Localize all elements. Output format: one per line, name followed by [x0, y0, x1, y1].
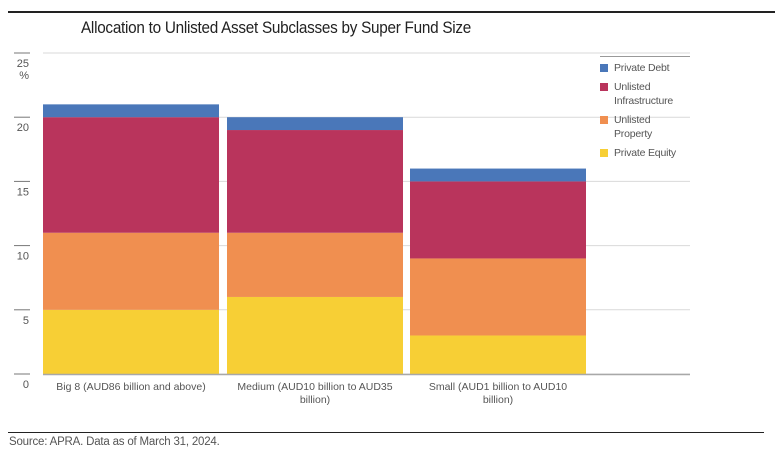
- legend-item-private-equity: Private Equity: [600, 146, 690, 160]
- y-axis-unit: %: [19, 70, 29, 82]
- chart-title: Allocation to Unlisted Asset Subclasses …: [81, 18, 472, 37]
- top-rule: [8, 11, 775, 13]
- legend-swatch: [600, 64, 608, 72]
- y-tick-label: 0: [23, 379, 29, 391]
- bar-segment: [43, 309, 219, 374]
- legend-swatch: [600, 149, 608, 157]
- bar-segment: [43, 104, 219, 118]
- bar-segment: [227, 130, 403, 233]
- y-tick-label: 10: [17, 251, 29, 263]
- bar-segment: [43, 232, 219, 310]
- x-tick-label: Small (AUD1 billion to AUD10: [429, 381, 567, 393]
- legend-swatch: [600, 83, 608, 91]
- bar-segment: [227, 117, 403, 131]
- y-tick-label: 15: [17, 186, 29, 198]
- source-note: Source: APRA. Data as of March 31, 2024.: [9, 436, 220, 448]
- legend-label: Private Debt: [614, 62, 670, 74]
- bar-segment: [227, 296, 403, 374]
- bar-segment: [410, 168, 586, 182]
- legend-label: Private Equity: [614, 147, 676, 159]
- legend-item-unlisted-infrastructure: Unlisted Infrastructure: [600, 80, 690, 108]
- y-tick-label: 20: [17, 122, 29, 134]
- x-tick-label: Medium (AUD10 billion to AUD35: [237, 381, 392, 393]
- legend-label: Unlisted Property: [614, 114, 653, 140]
- legend-item-private-debt: Private Debt: [600, 61, 690, 75]
- source-rule: [8, 432, 764, 433]
- bar-segment: [227, 232, 403, 297]
- x-tick-label: billion): [300, 394, 330, 406]
- legend-item-unlisted-property: Unlisted Property: [600, 113, 690, 141]
- bar-segment: [43, 117, 219, 233]
- bar-segment: [410, 181, 586, 259]
- y-tick-label: 25: [17, 58, 29, 70]
- bar-segment: [410, 258, 586, 336]
- legend-swatch: [600, 116, 608, 124]
- x-tick-label: Big 8 (AUD86 billion and above): [56, 381, 205, 393]
- legend-label: Unlisted Infrastructure: [614, 81, 674, 107]
- y-tick-label: 5: [23, 315, 29, 327]
- x-tick-label: billion): [483, 394, 513, 406]
- bar-segment: [410, 335, 586, 374]
- legend: Private Debt Unlisted Infrastructure Unl…: [600, 56, 690, 165]
